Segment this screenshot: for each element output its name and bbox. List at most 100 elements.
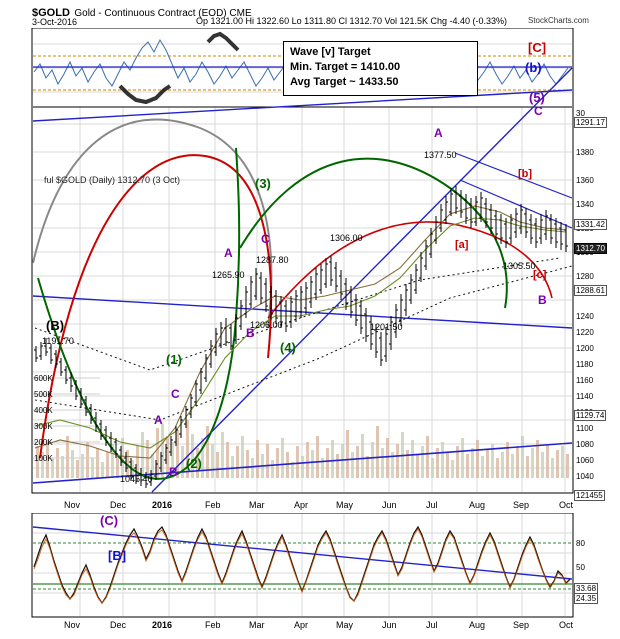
indicator-xaxis: Nov Dec 2016 Feb Mar Apr May Jun Jul Aug… — [32, 620, 573, 632]
svg-text:1100: 1100 — [576, 424, 594, 433]
svg-text:1240: 1240 — [576, 312, 594, 321]
svg-text:300K: 300K — [34, 422, 53, 431]
xtick-oct: Oct — [559, 500, 574, 510]
ind-xtick-nov: Nov — [64, 620, 81, 630]
watermark-text: StockCharts.com — [528, 16, 589, 25]
annotation-line-2: Min. Target = 1410.00 — [290, 61, 401, 73]
point-label-1206: 1206.00 — [250, 320, 283, 330]
price-label-1288: 1288.61 — [574, 285, 607, 296]
wave-target-annotation-box: Wave [v] Target Min. Target = 1410.00 Av… — [283, 41, 478, 96]
svg-text:80: 80 — [576, 539, 585, 548]
wave-label-B-paren: (B) — [46, 318, 65, 333]
point-label-1287: 1287.80 — [256, 255, 289, 265]
xtick-apr: Apr — [294, 500, 309, 510]
wave-label-C-bracket-blue: (b) — [525, 60, 542, 75]
wave-label-C-3: C — [534, 104, 543, 118]
wave-label-C-2: C — [171, 387, 180, 401]
svg-text:1060: 1060 — [576, 456, 594, 465]
volume-label: 121455 — [574, 490, 605, 501]
xtick-jul: Jul — [426, 500, 438, 510]
wave-label-C-1: C — [261, 232, 270, 246]
xtick-aug: Aug — [469, 500, 486, 510]
wave-label-a-bracket: [a] — [455, 239, 469, 251]
wave-label-B-3: B — [538, 293, 547, 307]
wave-label-A-1: A — [224, 246, 233, 260]
ind-xtick-apr: Apr — [294, 620, 309, 630]
svg-text:1280: 1280 — [576, 272, 594, 281]
svg-text:1180: 1180 — [576, 360, 594, 369]
svg-text:30: 30 — [576, 109, 585, 118]
svg-text:400K: 400K — [34, 406, 53, 415]
indicator-value-label-2: 24.35 — [574, 593, 599, 604]
svg-text:200K: 200K — [34, 438, 53, 447]
xtick-feb: Feb — [205, 500, 221, 510]
ind-xtick-jun: Jun — [382, 620, 397, 630]
point-label-1377: 1377.50 — [424, 150, 457, 160]
svg-text:1200: 1200 — [576, 344, 594, 353]
wave-label-4: (4) — [280, 340, 296, 355]
ind-xtick-feb: Feb — [205, 620, 221, 630]
wave-label-B-2: B — [169, 465, 178, 479]
xtick-mar: Mar — [249, 500, 265, 510]
wave-label-c-bracket: [c] — [533, 269, 547, 281]
svg-text:1340: 1340 — [576, 200, 594, 209]
wave-label-b-bracket: [b] — [518, 168, 533, 180]
chart-series-legend: ful $GOLD (Daily) 1312.70 (3 Oct) — [44, 175, 181, 185]
ind-xtick-jul: Jul — [426, 620, 438, 630]
last-price-label: 1312.70 — [574, 243, 607, 254]
svg-text:100K: 100K — [34, 454, 53, 463]
svg-text:1140: 1140 — [576, 392, 594, 401]
svg-text:1080: 1080 — [576, 440, 594, 449]
wave-label-2: (2) — [186, 456, 202, 471]
price-label-1331: 1331.42 — [574, 219, 607, 230]
wave-label-A-2: A — [154, 413, 163, 427]
xtick-sep: Sep — [513, 500, 530, 510]
xtick-may: May — [336, 500, 354, 510]
point-label-1306: 1306.00 — [330, 233, 363, 243]
svg-text:500K: 500K — [34, 390, 53, 399]
indicator-label-C: (C) — [100, 513, 119, 528]
price-label-1129: 1129.74 — [574, 410, 607, 421]
ind-xtick-oct: Oct — [559, 620, 574, 630]
instrument-name-text: Gold - Continuous Contract (EOD) CME — [74, 8, 252, 19]
wave-label-A-3: A — [434, 126, 443, 140]
wave-label-b-paren-red: [C] — [528, 40, 547, 55]
xtick-dec: Dec — [110, 500, 127, 510]
svg-text:600K: 600K — [34, 374, 53, 383]
price-label-1291: 1291.17 — [574, 117, 607, 128]
ind-xtick-dec: Dec — [110, 620, 127, 630]
ind-xtick-mar: Mar — [249, 620, 265, 630]
svg-text:1360: 1360 — [576, 176, 594, 185]
ind-xtick-may: May — [336, 620, 354, 630]
svg-text:1380: 1380 — [576, 148, 594, 157]
ind-xtick-2016: 2016 — [152, 620, 173, 630]
point-label-1191: 1191.70 — [42, 336, 74, 346]
svg-text:1040: 1040 — [576, 472, 594, 481]
indicator-chart-canvas: 80 50 20 — [31, 513, 585, 618]
wave-label-3: (3) — [255, 176, 271, 191]
svg-text:1160: 1160 — [576, 376, 594, 385]
svg-text:50: 50 — [576, 563, 585, 572]
xtick-nov: Nov — [64, 500, 81, 510]
xtick-jun: Jun — [382, 500, 397, 510]
xtick-2016: 2016 — [152, 500, 173, 510]
point-label-1045: 1045.40 — [120, 474, 153, 484]
ind-xtick-aug: Aug — [469, 620, 486, 630]
point-label-1265: 1265.90 — [212, 270, 245, 280]
annotation-line-3: Avg Target ~ 1433.50 — [290, 76, 399, 88]
wave-label-5: (5) — [529, 90, 545, 105]
indicator-label-B: [B] — [108, 548, 127, 563]
ind-xtick-sep: Sep — [513, 620, 530, 630]
price-xaxis: Nov Dec 2016 Feb Mar Apr May Jun Jul Aug… — [32, 500, 573, 512]
header-quote-line: Op 1321.00 Hi 1322.60 Lo 1311.80 Cl 1312… — [196, 16, 508, 26]
wave-label-B-1: B — [246, 326, 255, 340]
symbol-text: $GOLD — [32, 7, 70, 19]
point-label-1201: 1201.50 — [370, 322, 403, 332]
wave-label-1: (1) — [166, 352, 182, 367]
point-label-1305: 1305.50 — [503, 261, 536, 271]
svg-text:1220: 1220 — [576, 328, 594, 337]
header-date: 3-Oct-2016 — [32, 17, 78, 27]
header-symbol-line: $GOLD Gold - Continuous Contract (EOD) C… — [32, 3, 252, 21]
annotation-line-1: Wave [v] Target — [290, 46, 371, 58]
